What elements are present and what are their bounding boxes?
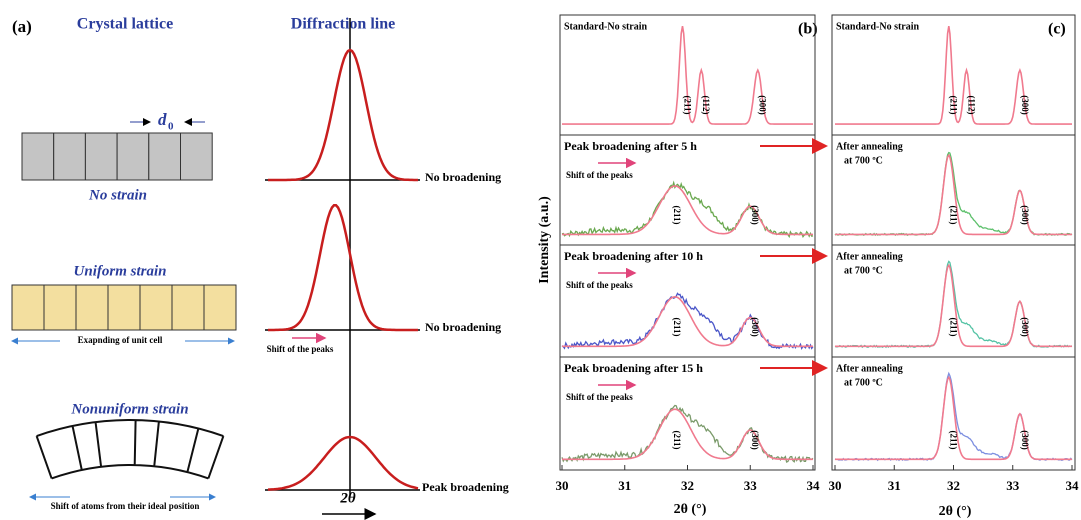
peak-label: (211) (949, 318, 959, 337)
peak-label: (211) (682, 96, 692, 115)
x-tick-label: 33 (744, 478, 758, 493)
peak-label: (300) (1020, 205, 1030, 225)
pattern-curve (561, 292, 814, 350)
panel-label: (a) (12, 17, 32, 36)
row-title: After annealing (836, 141, 903, 152)
cell (116, 132, 150, 181)
cell (180, 132, 213, 181)
spacing-sub: 0 (168, 121, 174, 133)
peak-label: (211) (672, 206, 682, 225)
peak-label: (300) (1020, 430, 1030, 450)
peak-label: (300) (750, 430, 760, 450)
x-symbol: 2θ (339, 490, 356, 506)
pattern-curve (835, 263, 1072, 348)
panel-label: (b) (798, 21, 818, 38)
peak-label: (211) (949, 206, 959, 225)
row-title: Peak broadening after 15 h (564, 361, 703, 375)
row-name: No strain (88, 187, 147, 203)
diffraction-line (267, 435, 419, 491)
result: No broadening (425, 320, 501, 334)
result: No broadening (425, 170, 501, 184)
cell (43, 284, 77, 331)
row-name: Nonuniform strain (70, 401, 188, 417)
row-title: After annealing (836, 363, 903, 374)
pattern-curve (561, 180, 814, 239)
row-title: Peak broadening after 10 h (564, 249, 703, 263)
cell (148, 132, 182, 181)
pattern-curve (835, 375, 1072, 461)
pattern-curve (562, 295, 813, 348)
x-tick-label: 31 (888, 478, 901, 493)
peak-label: (300) (1020, 317, 1030, 337)
peak-label: (112) (966, 96, 976, 115)
x-tick-label: 33 (1006, 478, 1020, 493)
peak-label: (112) (701, 96, 711, 115)
pattern-curve (835, 153, 1072, 236)
cell (139, 284, 173, 331)
shift-label: Shift of the peaks (566, 392, 633, 402)
row-subtitle: at 700 ºC (844, 265, 883, 276)
cell (53, 132, 86, 181)
peak-label: (300) (1020, 95, 1030, 115)
x-tick-label: 34 (807, 478, 821, 493)
note: Shift of atoms from their ideal position (51, 501, 200, 511)
pattern-curve (562, 25, 813, 125)
pattern-curve (562, 408, 813, 461)
x-tick-label: 32 (681, 478, 694, 493)
result: Peak broadening (422, 480, 509, 494)
x-tick-label: 31 (618, 478, 631, 493)
peak-label: (300) (750, 317, 760, 337)
y-label: Intensity (a.u.) (537, 196, 552, 284)
diffraction-line (268, 48, 418, 182)
row-title: Standard-No strain (564, 21, 648, 32)
strained-lattice (35, 419, 225, 480)
row-title: Standard-No strain (836, 21, 920, 32)
diffraction-line (268, 204, 418, 332)
peak-label: (211) (949, 96, 959, 115)
shift-label: Shift of the peaks (267, 344, 334, 354)
x-label: 2θ (°) (674, 502, 707, 517)
row-title: Peak broadening after 5 h (564, 139, 697, 153)
pattern-curve (561, 404, 814, 463)
peak-label: (211) (672, 318, 682, 337)
shift-label: Shift of the peaks (566, 280, 633, 290)
cell (107, 284, 141, 331)
x-tick-label: 34 (1066, 478, 1080, 493)
pattern-curve (835, 25, 1072, 125)
cell (11, 284, 45, 331)
title: Crystal lattice (77, 16, 173, 33)
cell (171, 284, 205, 331)
shift-label: Shift of the peaks (566, 170, 633, 180)
row-title: After annealing (836, 251, 903, 262)
spacing: d (158, 110, 167, 129)
peak-label: (300) (758, 95, 768, 115)
peak-label: (211) (949, 431, 959, 450)
x-tick-label: 30 (556, 478, 569, 493)
pattern-curve (562, 185, 813, 236)
cell (84, 132, 118, 181)
row-subtitle: at 700 ºC (844, 377, 883, 388)
peak-label: (300) (750, 205, 760, 225)
cell (203, 284, 237, 331)
x-tick-label: 30 (829, 478, 842, 493)
x-label: 2θ (°) (939, 504, 972, 519)
x-tick-label: 32 (947, 478, 960, 493)
row-subtitle: at 700 ºC (844, 155, 883, 166)
row-name: Uniform strain (74, 263, 167, 279)
cell (75, 284, 109, 331)
cell (21, 132, 55, 181)
panel-label: (c) (1048, 21, 1066, 38)
note: Exapnding of unit cell (78, 335, 163, 345)
title: Diffraction line (291, 16, 395, 33)
peak-label: (211) (672, 431, 682, 450)
